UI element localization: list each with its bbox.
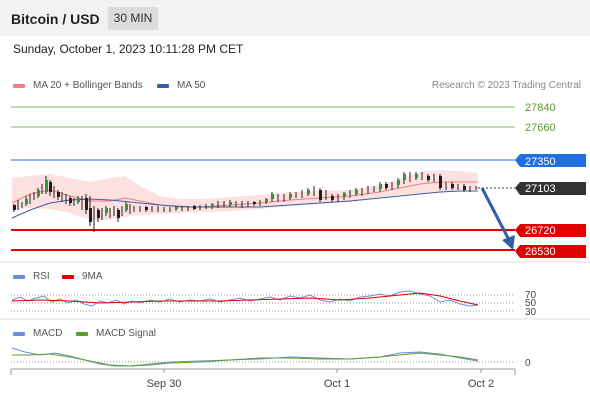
macd-panel: 0 bbox=[11, 347, 531, 369]
chart-datetime: Sunday, October 1, 2023 10:11:28 PM CET bbox=[13, 42, 244, 56]
rsi-swatch bbox=[13, 274, 25, 279]
rsi-level-70: 70 bbox=[525, 290, 537, 301]
macd-signal-swatch bbox=[76, 331, 88, 336]
rsi-panel: 70 50 30 bbox=[11, 290, 537, 318]
ma50-line bbox=[11, 190, 478, 219]
ma20-label: MA 20 + Bollinger Bands bbox=[33, 80, 143, 91]
support-1-label: 26720 bbox=[525, 225, 556, 237]
legend-rsi-ma: 9MA bbox=[62, 271, 103, 282]
macd-signal-label: MACD Signal bbox=[96, 328, 157, 339]
last-price-label: 27103 bbox=[525, 183, 556, 195]
support-2-tag: 26530 bbox=[515, 245, 586, 258]
rsi-ma-swatch bbox=[62, 274, 74, 279]
macd-signal-line bbox=[12, 352, 479, 367]
macd-swatch bbox=[13, 331, 25, 336]
rsi-line bbox=[11, 290, 479, 307]
macd-label: MACD bbox=[33, 328, 63, 339]
x-tick-label: Oct 1 bbox=[324, 378, 350, 390]
ma50-swatch bbox=[157, 83, 169, 88]
support-1-tag: 26720 bbox=[515, 224, 586, 237]
rsi-ma-label: 9MA bbox=[82, 271, 103, 282]
instrument-title: Bitcoin / USD bbox=[11, 11, 100, 27]
rsi-level-30: 30 bbox=[525, 307, 537, 318]
candlesticks bbox=[13, 172, 477, 232]
copyright-text: Research © 2023 Trading Central bbox=[431, 80, 581, 91]
pivot-label: 27350 bbox=[525, 156, 556, 168]
legend-ma20: MA 20 + Bollinger Bands bbox=[13, 80, 143, 91]
x-tick-label: Sep 30 bbox=[147, 378, 182, 390]
bollinger-band bbox=[12, 170, 478, 220]
rsi-label: RSI bbox=[33, 271, 50, 282]
ma50-label: MA 50 bbox=[177, 80, 206, 91]
support-2-label: 26530 bbox=[525, 246, 556, 258]
legend-ma50: MA 50 bbox=[157, 80, 205, 91]
macd-zero-label: 0 bbox=[525, 358, 531, 369]
resistance-1-label: 27660 bbox=[525, 122, 556, 134]
legend-macd-signal: MACD Signal bbox=[76, 328, 156, 339]
resistance-2-label: 27840 bbox=[525, 102, 556, 114]
chart-header: Bitcoin / USD 30 MIN bbox=[0, 0, 590, 36]
legend-macd: MACD bbox=[13, 328, 62, 339]
x-tick-label: Oct 2 bbox=[468, 378, 494, 390]
rsi-ma-line bbox=[11, 292, 479, 306]
macd-line bbox=[11, 347, 479, 367]
forecast-arrow bbox=[480, 187, 515, 250]
rsi-level-50: 50 bbox=[525, 298, 537, 309]
x-axis: Sep 30 Oct 1 Oct 2 bbox=[10, 368, 516, 390]
last-price-tag: 27103 bbox=[515, 182, 586, 195]
pivot-tag: 27350 bbox=[515, 154, 586, 168]
timeframe-badge[interactable]: 30 MIN bbox=[108, 7, 158, 30]
legend-rsi: RSI bbox=[13, 271, 50, 282]
ma20-swatch bbox=[13, 83, 25, 88]
